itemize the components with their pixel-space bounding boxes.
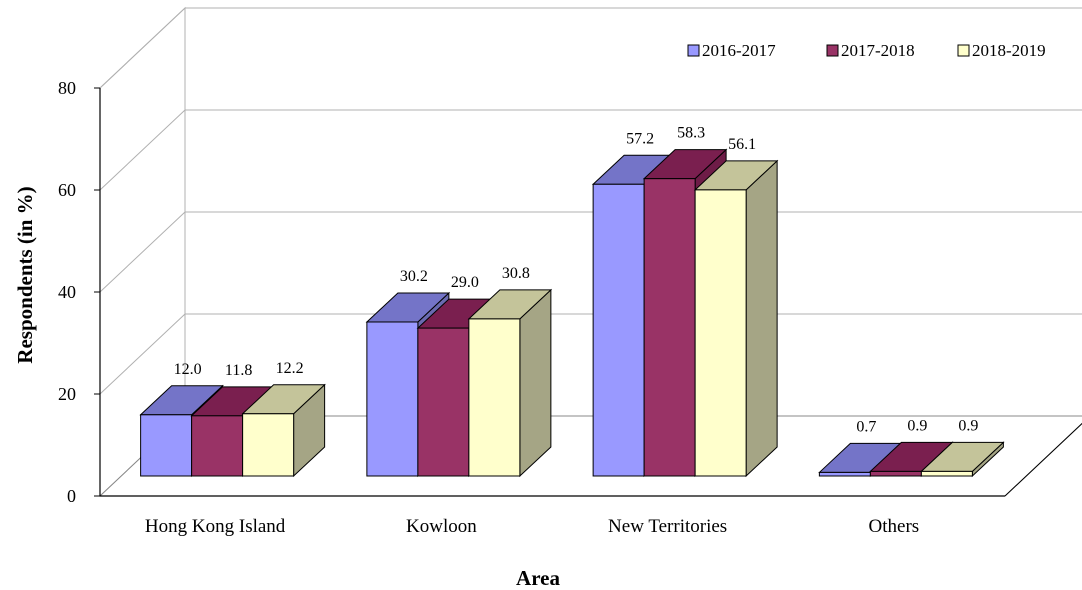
bar-side-face <box>745 159 778 478</box>
data-label: 56.1 <box>728 136 756 153</box>
data-label: 29.0 <box>451 274 479 291</box>
data-label: 30.8 <box>502 265 530 282</box>
gridline <box>99 109 1082 191</box>
bar-front-face <box>818 471 871 477</box>
bars-group <box>139 148 1005 478</box>
legend-label: 2016-2017 <box>702 41 776 60</box>
gridline <box>99 313 1082 395</box>
legend-swatch <box>826 44 839 57</box>
bar-front-face <box>694 189 747 477</box>
y-axis-title: Respondents (in %) <box>13 186 37 363</box>
bar-front-face <box>592 183 645 477</box>
bar-front-face <box>920 470 973 477</box>
category-label: Kowloon <box>406 516 477 537</box>
data-label: 11.8 <box>225 362 252 379</box>
bar-front-face <box>468 318 521 477</box>
category-label: New Territories <box>608 516 727 537</box>
bar-front-face <box>242 413 295 477</box>
bar-front-face <box>869 470 922 477</box>
x-axis-depth-line <box>1004 422 1082 497</box>
legend-swatch <box>957 44 970 57</box>
x-axis-title: Area <box>516 566 560 590</box>
x-axis-category-labels: Hong Kong Island Kowloon New Territories Ot… <box>145 516 919 537</box>
bar-front-face <box>417 327 470 477</box>
data-label: 0.7 <box>856 418 876 435</box>
data-label: 57.2 <box>626 130 654 147</box>
legend-label: 2017-2018 <box>841 41 915 60</box>
y-axis-ticks: 0 20 40 60 80 <box>58 78 1082 506</box>
bar-front-face <box>366 321 419 477</box>
y-tick-label: 80 <box>58 78 76 98</box>
y-tick-label: 20 <box>58 384 76 404</box>
bar-0-2 <box>241 383 326 478</box>
bar-front-face <box>191 415 244 477</box>
data-labels: 12.0 11.8 12.2 30.2 29.0 30.8 57.2 58.3 56.1 0.7 0… <box>174 125 979 436</box>
gridline <box>99 7 1082 89</box>
category-label: Others <box>869 516 920 537</box>
data-label: 58.3 <box>677 125 705 142</box>
bar-1-2 <box>467 288 553 478</box>
data-label: 12.0 <box>174 361 202 378</box>
category-label: Hong Kong Island <box>145 516 286 537</box>
bar-front-face <box>643 178 696 477</box>
data-label: 12.2 <box>276 360 304 377</box>
data-label: 0.9 <box>958 417 978 434</box>
y-tick-label: 0 <box>67 486 76 506</box>
gridline <box>99 211 1082 293</box>
legend-label: 2018-2019 <box>972 41 1046 60</box>
bar-front-face <box>140 414 193 477</box>
legend-swatch <box>687 44 700 57</box>
data-label: 0.9 <box>907 417 927 434</box>
y-tick-label: 40 <box>58 282 76 302</box>
y-tick-label: 60 <box>58 180 76 200</box>
bar-side-face <box>519 288 552 478</box>
bar-3-2 <box>920 441 1005 478</box>
legend: 2016-2017 2017-2018 2018-2019 <box>687 41 1046 60</box>
data-label: 30.2 <box>400 268 428 285</box>
bar-2-2 <box>693 159 779 478</box>
